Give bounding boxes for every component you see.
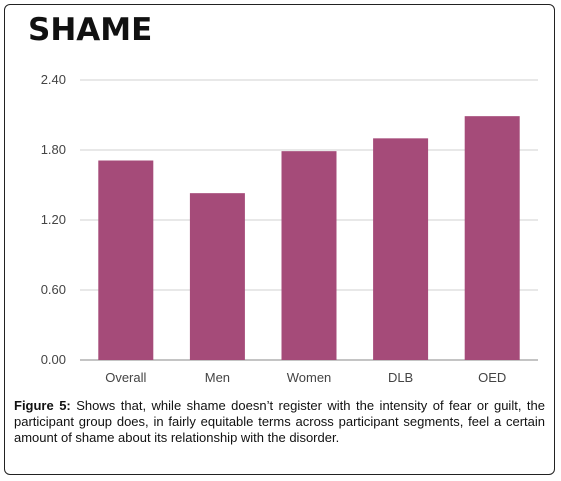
caption-text: Shows that, while shame doesn’t register…	[14, 398, 545, 445]
caption-label: Figure 5:	[14, 398, 71, 413]
bar-chart: 0.00 0.60 1.20 1.80 2.40 Overall Men Women DLB OE…	[41, 72, 538, 385]
y-tick-label: 2.40	[41, 72, 66, 87]
bar	[281, 151, 337, 360]
figure-caption: Figure 5: Shows that, while shame doesn’…	[14, 398, 545, 446]
x-tick-label: Women	[287, 370, 332, 385]
chart-title: SHAME	[28, 12, 153, 48]
figure-frame	[4, 4, 555, 475]
bar	[464, 116, 520, 361]
bar	[98, 160, 154, 360]
y-tick-label: 0.60	[41, 282, 66, 297]
x-tick-label: DLB	[388, 370, 413, 385]
x-tick-label: Overall	[105, 370, 146, 385]
y-tick-label: 1.80	[41, 142, 66, 157]
y-tick-label: 1.20	[41, 212, 66, 227]
y-tick-label: 0.00	[41, 352, 66, 367]
bar	[189, 193, 245, 360]
x-tick-label: Men	[205, 370, 230, 385]
bar	[373, 138, 429, 360]
x-tick-label: OED	[478, 370, 506, 385]
